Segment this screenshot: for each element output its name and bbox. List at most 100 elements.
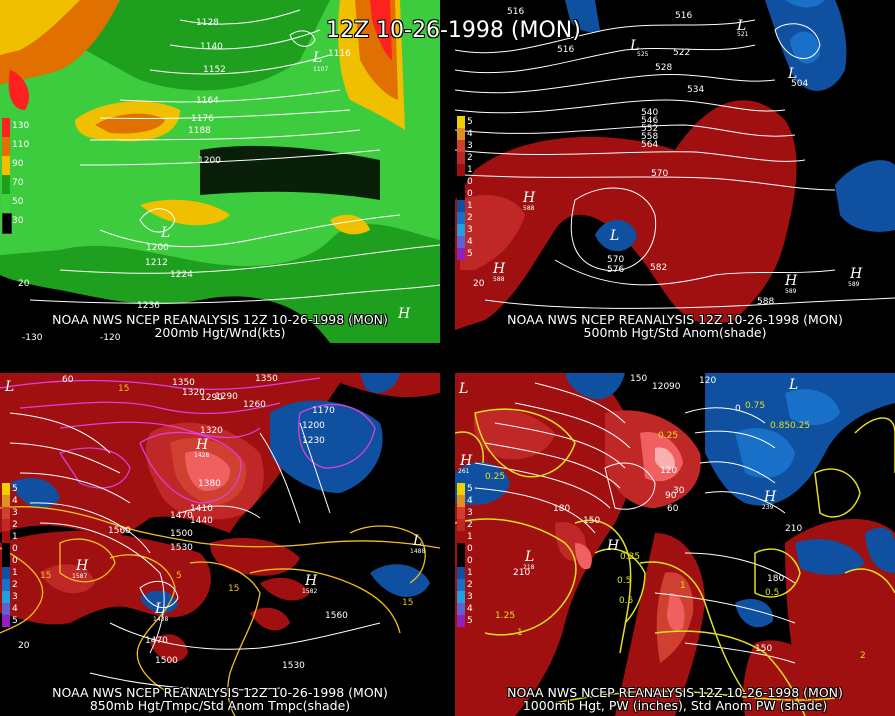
contour-label: 516 xyxy=(507,7,524,17)
high-marker: H xyxy=(459,453,473,469)
contour-label: 60 xyxy=(62,375,74,385)
contour-label: 1470 xyxy=(170,511,193,521)
contour-label: 1200 xyxy=(146,243,169,253)
contour-label: 1500 xyxy=(155,656,178,666)
contour-label: 5 xyxy=(176,571,182,581)
contour-label: 1.25 xyxy=(495,611,515,621)
lon-label: -130 xyxy=(22,333,43,343)
contour-label: 15 xyxy=(40,571,51,581)
page-title: 12Z 10-26-1998 (MON) xyxy=(326,18,581,43)
contour-label: 1128 xyxy=(196,18,219,28)
contour-label: 1350 xyxy=(172,378,195,388)
contour-label: 1560 xyxy=(325,611,348,621)
panel-850mb: 60 1350 1320 1290 1260 1350 1170 1200 12… xyxy=(0,373,440,716)
low-value: 1438 xyxy=(153,616,168,623)
contour-label: 60 xyxy=(667,504,679,514)
contour-label: 90 xyxy=(669,382,681,392)
high-value: 1587 xyxy=(72,573,87,580)
contour-label: 576 xyxy=(607,265,624,275)
contour-label: 0.5 xyxy=(619,596,633,606)
contour-label: 0.5 xyxy=(617,576,631,586)
contour-label: 1440 xyxy=(190,516,213,526)
legend-label: 0 xyxy=(467,189,473,199)
contour-label: 552 xyxy=(641,124,658,134)
contour-label: 1380 xyxy=(198,479,221,489)
contour-label: 15 xyxy=(402,598,413,608)
legend-label: 2 xyxy=(467,520,473,530)
contour-label: 1224 xyxy=(170,270,193,280)
contour-label: 0.25 xyxy=(790,421,810,431)
legend-label: 3 xyxy=(467,225,473,235)
legend-label: 90 xyxy=(12,159,24,169)
lat-label: 20 xyxy=(473,279,485,289)
anomaly-legend: 5 4 3 2 1 0 0 1 2 3 4 5 xyxy=(455,116,483,260)
contour-label: 1170 xyxy=(312,406,335,416)
contour-label: 582 xyxy=(650,263,667,273)
panel-500mb: 516 516 516 522 528 534 540 546 552 558 … xyxy=(455,0,895,343)
contour-label: 0.75 xyxy=(745,401,765,411)
legend-label: 4 xyxy=(12,496,18,506)
low-marker: L xyxy=(160,225,170,241)
map-850mb: 60 1350 1320 1290 1260 1350 1170 1200 12… xyxy=(0,373,440,716)
contour-label: 1116 xyxy=(328,49,351,59)
contour-label: 570 xyxy=(651,169,668,179)
low-marker: L xyxy=(524,549,534,565)
legend-label: 2 xyxy=(467,153,473,163)
low-value: 525 xyxy=(637,51,649,58)
contour-label: 522 xyxy=(673,48,690,58)
contour-label: 0.25 xyxy=(658,431,678,441)
contour-label: 0.25 xyxy=(485,472,505,482)
caption-source: NOAA NWS NCEP REANALYSIS 12Z 10-26-1998 … xyxy=(507,685,843,700)
low-marker: L xyxy=(787,66,797,82)
contour-label: 1500 xyxy=(170,529,193,539)
legend-label: 3 xyxy=(12,592,18,602)
contour-label: 120 xyxy=(699,376,716,386)
caption-source: NOAA NWS NCEP REANALYSIS 12Z 10-26-1998 … xyxy=(52,685,388,700)
legend-label: 70 xyxy=(12,178,24,188)
panel-1000mb: 150 120 90 120 0.25 0.25 0.5 0.5 0.25 0.… xyxy=(455,373,895,716)
contour-label: 1200 xyxy=(198,156,221,166)
high-value: 588 xyxy=(493,276,505,283)
contour-label: 1260 xyxy=(243,400,266,410)
contour-label: 570 xyxy=(607,255,624,265)
contour-label: 1200 xyxy=(302,421,325,431)
contour-label: 15 xyxy=(118,384,129,394)
contour-label: 1350 xyxy=(255,374,278,384)
legend-label: 5 xyxy=(467,117,473,127)
map-200mb: 1128 1140 1152 1164 1176 1188 1200 1212 … xyxy=(0,0,440,343)
high-marker: H xyxy=(195,437,209,453)
legend-label: 0 xyxy=(467,177,473,187)
contour-label: 564 xyxy=(641,140,658,150)
lat-label: 20 xyxy=(18,641,30,651)
contour-label: 15 xyxy=(228,584,239,594)
caption-field: 500mb Hgt/Std Anom(shade) xyxy=(583,325,767,340)
contour-label: 1470 xyxy=(145,636,168,646)
high-marker: H xyxy=(304,573,318,589)
caption-field: 850mb Hgt/Tmpc/Std Anom Tmpc(shade) xyxy=(89,698,351,713)
legend-label: 5 xyxy=(12,484,18,494)
legend-label: 2 xyxy=(12,580,18,590)
low-value: 218 xyxy=(523,564,535,571)
contour-label: 1164 xyxy=(196,96,219,106)
legend-label: 4 xyxy=(467,129,473,139)
contour-label: 546 xyxy=(641,116,658,126)
contour-label: 1236 xyxy=(137,301,160,311)
contour-label: 30 xyxy=(673,486,685,496)
low-marker: L xyxy=(4,379,14,395)
legend-label: 1 xyxy=(467,165,473,175)
wind-legend: 130 110 90 70 50 30 xyxy=(0,118,29,234)
legend-label: 3 xyxy=(12,508,18,518)
contour-label: 1320 xyxy=(200,426,223,436)
low-marker: L xyxy=(736,18,746,34)
contour-label: 0.25 xyxy=(620,552,640,562)
legend-label: 50 xyxy=(12,197,24,207)
legend-label: 4 xyxy=(12,604,18,614)
high-marker: H xyxy=(606,538,620,554)
low-marker: L xyxy=(154,601,164,617)
contour-label: 1530 xyxy=(282,661,305,671)
anomaly-legend: 5 4 3 2 1 0 0 1 2 3 4 5 xyxy=(455,483,483,627)
low-value: 521 xyxy=(737,31,749,38)
map-1000mb: 150 120 90 120 0.25 0.25 0.5 0.5 0.25 0.… xyxy=(455,373,895,716)
panel-200mb: 1128 1140 1152 1164 1176 1188 1200 1212 … xyxy=(0,0,440,343)
high-marker: H xyxy=(763,489,777,505)
